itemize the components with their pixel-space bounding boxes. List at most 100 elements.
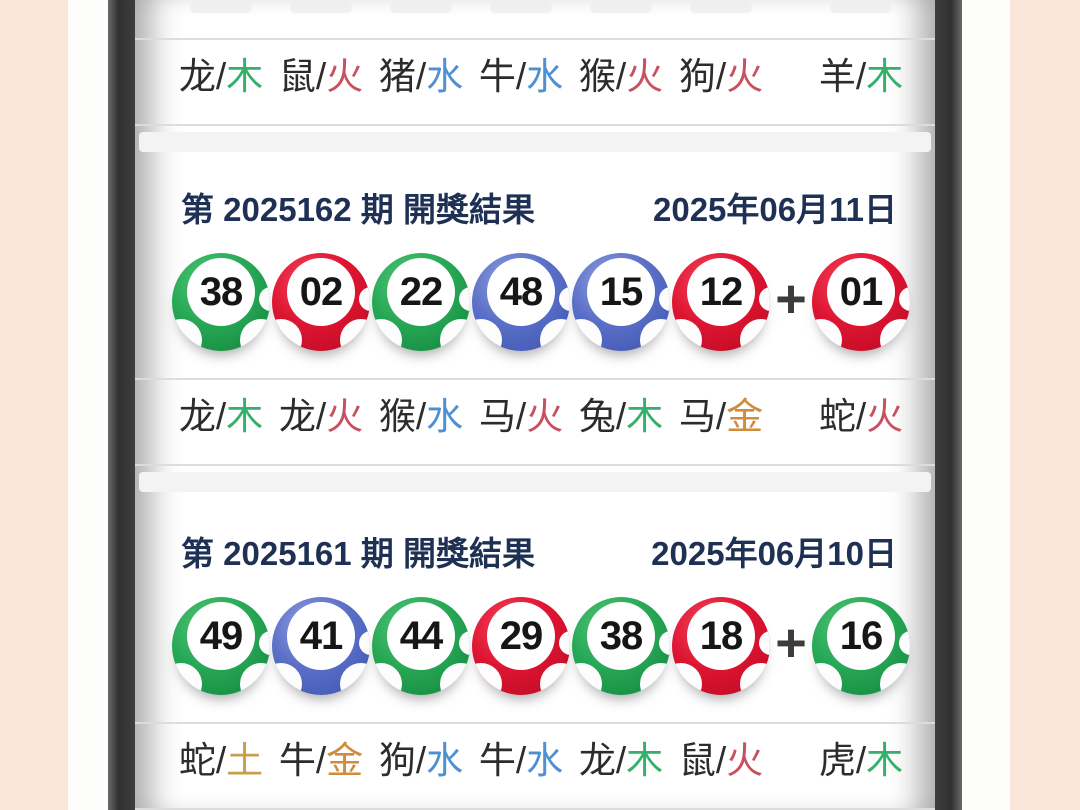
plus-icon: + bbox=[775, 269, 807, 329]
zodiac-animal: 牛 bbox=[478, 740, 516, 781]
zodiac-cell: 狗 / 水 bbox=[371, 738, 471, 784]
zodiac-slash: / bbox=[215, 396, 227, 437]
zodiac-element: 木 bbox=[866, 740, 904, 781]
ball-number: 02 bbox=[287, 258, 355, 326]
zodiac-element: 火 bbox=[626, 56, 664, 97]
zodiac-element: 金 bbox=[326, 740, 364, 781]
ball-number: 44 bbox=[387, 602, 455, 670]
divider bbox=[135, 38, 935, 40]
ball-number: 16 bbox=[827, 602, 895, 670]
plus-icon: + bbox=[775, 613, 807, 673]
ball-patch bbox=[172, 319, 202, 351]
ball-patch bbox=[559, 287, 570, 311]
zodiac-cell: 蛇 / 土 bbox=[171, 738, 271, 784]
zodiac-cell: 鼠 / 火 bbox=[671, 738, 771, 784]
draw-date: 2025年06月11日 bbox=[652, 191, 897, 228]
ball-cell: 18 bbox=[671, 597, 771, 695]
cutoff-ball-remnant bbox=[390, 2, 452, 13]
divider bbox=[135, 464, 935, 466]
cutoff-ball-remnant bbox=[690, 2, 752, 13]
zodiac-slash: / bbox=[855, 396, 867, 437]
plus-cell: + bbox=[771, 616, 811, 676]
device-bezel-right bbox=[935, 0, 962, 810]
ball-cell: 38 bbox=[171, 253, 271, 351]
ball-patch bbox=[272, 663, 302, 695]
lottery-ball: 38 bbox=[572, 597, 670, 695]
zodiac-element: 火 bbox=[726, 56, 764, 97]
lottery-ball: 48 bbox=[472, 253, 570, 351]
lottery-ball: 38 bbox=[172, 253, 270, 351]
lottery-ball: 41 bbox=[272, 597, 370, 695]
zodiac-slash: / bbox=[715, 740, 727, 781]
zodiac-row-draw2: 蛇 / 土 牛 / 金 狗 / 水 牛 / 水 龙 / 木 鼠 / 火 虎 / 木 bbox=[135, 724, 935, 808]
ball-cell: 15 bbox=[571, 253, 671, 351]
zodiac-cell: 猪 / 水 bbox=[371, 54, 471, 100]
zodiac-slash: / bbox=[615, 396, 627, 437]
zodiac-cell: 鼠 / 火 bbox=[271, 54, 371, 100]
ball-patch bbox=[640, 319, 670, 351]
ball-cell: 12 bbox=[671, 253, 771, 351]
zodiac-animal: 狗 bbox=[678, 56, 716, 97]
zodiac-cell: 牛 / 水 bbox=[471, 54, 571, 100]
zodiac-cell: 龙 / 木 bbox=[171, 54, 271, 100]
ball-row: 38 02 22 48 15 12 + 01 bbox=[135, 246, 935, 358]
ball-patch bbox=[572, 663, 602, 695]
zodiac-animal: 兔 bbox=[578, 396, 616, 437]
ball-number: 38 bbox=[587, 602, 655, 670]
ball-patch bbox=[759, 287, 770, 311]
zodiac-animal: 狗 bbox=[378, 740, 416, 781]
ball-patch bbox=[259, 631, 270, 655]
zodiac-element: 水 bbox=[426, 740, 464, 781]
zodiac-slash: / bbox=[315, 56, 327, 97]
ball-patch bbox=[359, 287, 370, 311]
cutoff-cell bbox=[471, 2, 571, 13]
cutoff-ball-remnant bbox=[830, 2, 892, 13]
zodiac-element: 木 bbox=[226, 396, 264, 437]
lottery-ball: 15 bbox=[572, 253, 670, 351]
zodiac-animal: 羊 bbox=[818, 56, 856, 97]
zodiac-animal: 鼠 bbox=[678, 740, 716, 781]
zodiac-element: 水 bbox=[526, 56, 564, 97]
ball-patch bbox=[880, 319, 910, 351]
ball-patch bbox=[540, 663, 570, 695]
zodiac-animal: 龙 bbox=[578, 740, 616, 781]
ball-patch bbox=[459, 631, 470, 655]
cutoff-ball-remnant bbox=[590, 2, 652, 13]
lottery-ball: 49 bbox=[172, 597, 270, 695]
zodiac-element: 木 bbox=[626, 740, 664, 781]
zodiac-element: 水 bbox=[526, 740, 564, 781]
ball-cell: 02 bbox=[271, 253, 371, 351]
ball-patch bbox=[559, 631, 570, 655]
ball-cell: 49 bbox=[171, 597, 271, 695]
zodiac-element: 木 bbox=[866, 56, 904, 97]
zodiac-slash: / bbox=[715, 56, 727, 97]
zodiac-animal: 马 bbox=[478, 396, 516, 437]
lottery-ball: 12 bbox=[672, 253, 770, 351]
zodiac-slash: / bbox=[215, 740, 227, 781]
cutoff-ball-remnant bbox=[290, 2, 352, 13]
zodiac-slash: / bbox=[315, 740, 327, 781]
lottery-ball: 02 bbox=[272, 253, 370, 351]
ball-patch bbox=[472, 319, 502, 351]
zodiac-element: 火 bbox=[326, 56, 364, 97]
zodiac-animal: 龙 bbox=[278, 396, 316, 437]
zodiac-slash: / bbox=[615, 56, 627, 97]
cutoff-cell bbox=[811, 2, 911, 13]
ball-number: 18 bbox=[687, 602, 755, 670]
ball-cell: 01 bbox=[811, 253, 911, 351]
cutoff-cell bbox=[571, 2, 671, 13]
zodiac-animal: 马 bbox=[678, 396, 716, 437]
zodiac-row-top: 龙 / 木 鼠 / 火 猪 / 水 牛 / 水 猴 / 火 狗 / 火 羊 / 木 bbox=[135, 40, 935, 124]
draw-date: 2025年06月10日 bbox=[651, 535, 897, 572]
cutoff-ball-remnant bbox=[490, 2, 552, 13]
zodiac-cell: 虎 / 木 bbox=[811, 738, 911, 784]
ball-patch bbox=[759, 631, 770, 655]
zodiac-element: 水 bbox=[426, 56, 464, 97]
lottery-ball: 44 bbox=[372, 597, 470, 695]
zodiac-slash: / bbox=[415, 740, 427, 781]
zodiac-animal: 蛇 bbox=[818, 396, 856, 437]
cutoff-ball-remnant bbox=[190, 2, 252, 13]
period-title: 第 2025162 期 開獎結果 bbox=[181, 191, 535, 228]
ball-row: 49 41 44 29 38 18 + 16 bbox=[135, 590, 935, 702]
device-bezel-left bbox=[108, 0, 135, 810]
